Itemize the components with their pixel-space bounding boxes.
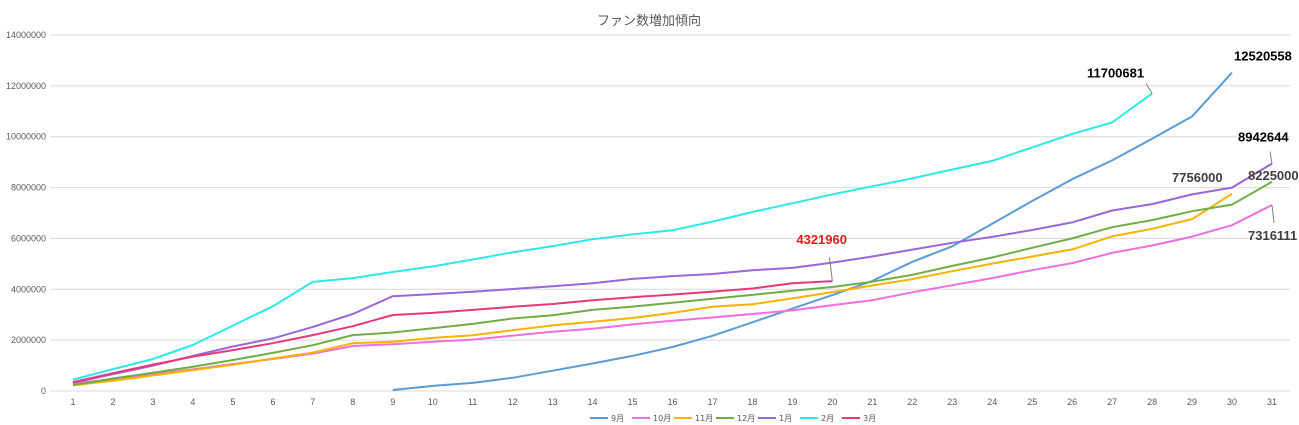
y-tick-label: 4000000: [11, 284, 46, 294]
y-tick-label: 2000000: [11, 335, 46, 345]
data-label-leader: [1145, 83, 1153, 94]
y-tick-label: 10000000: [6, 132, 46, 142]
y-tick-label: 0: [41, 386, 46, 396]
x-tick-label: 19: [787, 397, 797, 407]
data-label: 11700681: [1087, 65, 1144, 80]
series-line-11月: [72, 192, 1233, 387]
data-label-leader: [1269, 151, 1273, 164]
data-label: 8225000: [1248, 168, 1299, 183]
x-tick-label: 10: [428, 397, 438, 407]
data-labels: 11700681 12520558 8942644 7756000 8225000 731…: [796, 49, 1299, 282]
x-tick-label: 21: [867, 397, 877, 407]
x-tick-label: 31: [1267, 397, 1277, 407]
legend-label: 9月: [611, 414, 624, 423]
legend-label: 11月: [695, 414, 713, 423]
series-line-9月: [392, 71, 1233, 391]
x-tick-label: 1: [70, 397, 75, 407]
grid: [50, 34, 1290, 392]
x-tick-label: 27: [1107, 397, 1117, 407]
legend-item: 1月: [758, 414, 792, 423]
x-tick-label: 7: [310, 397, 315, 407]
x-tick-label: 24: [987, 397, 997, 407]
legend: 9月 10月 11月 12月 1月 2月 3月: [590, 414, 876, 423]
legend-item: 3月: [842, 414, 876, 423]
data-label: 7756000: [1172, 170, 1223, 185]
series-line-2月: [72, 92, 1153, 381]
legend-label: 10月: [653, 414, 671, 423]
x-tick-label: 17: [707, 397, 717, 407]
x-tick-label: 30: [1227, 397, 1237, 407]
x-tick-label: 6: [270, 397, 275, 407]
x-tick-label: 26: [1067, 397, 1077, 407]
x-tick-label: 3: [150, 397, 155, 407]
x-tick-label: 8: [350, 397, 355, 407]
x-tick-label: 22: [907, 397, 917, 407]
data-label: 8942644: [1238, 130, 1289, 145]
x-tick-label: 2: [110, 397, 115, 407]
legend-label: 2月: [821, 414, 834, 423]
legend-item: 11月: [674, 414, 713, 423]
x-tick-label: 18: [747, 397, 757, 407]
x-tick-label: 5: [230, 397, 235, 407]
data-label-leader: [1271, 204, 1275, 224]
x-tick-label: 11: [468, 397, 477, 407]
data-label: 12520558: [1234, 49, 1292, 64]
x-tick-label: 16: [667, 397, 677, 407]
x-axis-ticks: 1 2 3 4 5 6 7 8 9 10 11 12 13 14 15 16 17 18 19 20 21 22 23 24 2…: [70, 397, 1277, 407]
legend-item: 12月: [716, 414, 755, 423]
x-tick-label: 15: [628, 397, 638, 407]
y-axis-ticks: 0 2000000 4000000 6000000 8000000 10000000 120…: [6, 30, 46, 396]
x-tick-label: 14: [588, 397, 598, 407]
x-tick-label: 29: [1187, 397, 1197, 407]
series-line-1月: [72, 162, 1273, 384]
x-tick-label: 9: [390, 397, 395, 407]
x-tick-label: 12: [508, 397, 518, 407]
x-tick-label: 23: [947, 397, 957, 407]
legend-item: 9月: [590, 414, 624, 423]
data-label: 4321960: [796, 232, 847, 247]
series-line-12月: [72, 180, 1273, 387]
y-tick-label: 12000000: [6, 81, 46, 91]
series-line-3月: [72, 280, 833, 384]
legend-item: 10月: [632, 414, 671, 423]
x-tick-label: 28: [1147, 397, 1157, 407]
x-tick-label: 20: [827, 397, 837, 407]
legend-item: 2月: [800, 414, 834, 423]
series-lines: [72, 71, 1273, 391]
legend-label: 12月: [737, 414, 755, 423]
y-tick-label: 6000000: [11, 233, 46, 243]
data-label: 7316111: [1248, 228, 1297, 243]
y-tick-label: 14000000: [6, 30, 46, 40]
chart-title: ファン数増加傾向: [597, 13, 701, 29]
legend-label: 1月: [779, 414, 792, 423]
y-tick-label: 8000000: [11, 183, 46, 193]
x-tick-label: 13: [548, 397, 558, 407]
x-tick-label: 25: [1027, 397, 1037, 407]
legend-label: 3月: [863, 414, 876, 423]
x-tick-label: 4: [190, 397, 195, 407]
data-label-leader: [828, 257, 833, 282]
